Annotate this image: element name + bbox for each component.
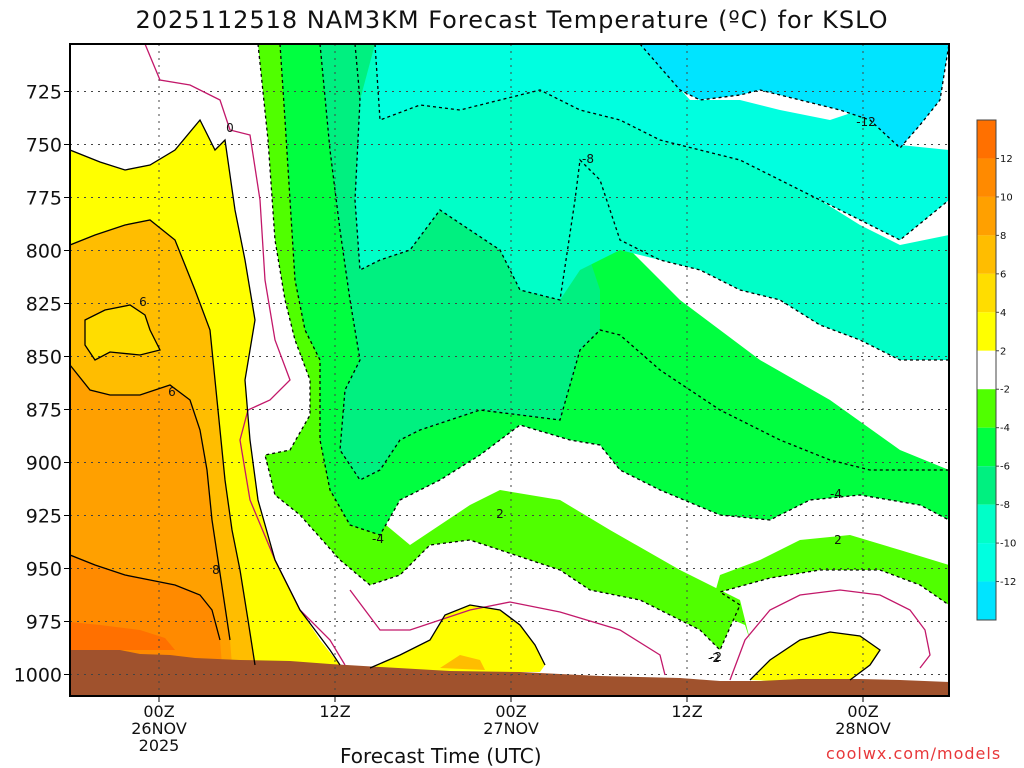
colorbar-label: 6 bbox=[1000, 269, 1006, 280]
colorbar-label: 4 bbox=[1000, 308, 1006, 319]
contour-label: 0 bbox=[226, 121, 234, 135]
contour-label: -4 bbox=[830, 487, 842, 501]
x-tick-label: 26NOV bbox=[131, 719, 187, 738]
y-tick-label: 850 bbox=[26, 347, 62, 369]
colorbar-swatch bbox=[977, 581, 996, 620]
colorbar-swatch bbox=[977, 427, 996, 467]
isotherm-neg8-dashed bbox=[354, 44, 949, 361]
y-tick-label: 975 bbox=[26, 612, 62, 634]
colorbar-swatch bbox=[977, 235, 996, 274]
isotherm-2-surface-b bbox=[749, 631, 881, 681]
x-tick-label: 27NOV bbox=[483, 719, 539, 738]
isotherm-neg2-dashed bbox=[257, 44, 949, 652]
isotherm-0-far bbox=[729, 589, 931, 681]
colorbar-label: -4 bbox=[1000, 423, 1010, 434]
colorbar-swatch bbox=[977, 312, 996, 351]
contour-label: 8 bbox=[212, 563, 220, 577]
y-tick-label: 925 bbox=[26, 506, 62, 528]
x-axis-title: Forecast Time (UTC) bbox=[340, 744, 542, 768]
y-tick-label: 825 bbox=[26, 294, 62, 316]
contour-label: -12 bbox=[856, 115, 876, 129]
near-surface-warm-b bbox=[750, 632, 880, 682]
isotherm-0-right bbox=[349, 589, 666, 676]
x-tick-label: 12Z bbox=[671, 702, 702, 721]
y-tick-label: 875 bbox=[26, 400, 62, 422]
contour-label: 6 bbox=[139, 295, 147, 309]
colorbar-swatch bbox=[977, 504, 996, 544]
colorbar: 12 10 8 6 4 2 -2 -4 -6 -8 -10 -12 bbox=[976, 119, 1016, 621]
colorbar-swatch bbox=[977, 350, 996, 390]
y-axis: 725 750 775 800 825 850 875 900 925 950 975 1000 bbox=[14, 82, 70, 687]
near-surface-warm-c bbox=[440, 655, 485, 670]
y-tick-label: 775 bbox=[26, 188, 62, 210]
isotherm-2-surface-a bbox=[369, 604, 546, 669]
colorbar-swatch bbox=[977, 196, 996, 236]
isotherm-neg4-dashed bbox=[279, 44, 949, 536]
isotherm-6-island bbox=[84, 304, 161, 361]
colorbar-swatch bbox=[977, 466, 996, 505]
surface-terrain bbox=[70, 650, 949, 696]
y-tick-label: 900 bbox=[26, 453, 62, 475]
colorbar-label: -6 bbox=[1000, 462, 1010, 473]
colorbar-swatch bbox=[977, 389, 996, 428]
y-tick-label: 750 bbox=[26, 135, 62, 157]
contour-label: 2 bbox=[834, 533, 842, 547]
cold-2-region bbox=[258, 44, 949, 650]
colorbar-label: -12 bbox=[1000, 577, 1016, 588]
isotherm-4-left bbox=[70, 219, 256, 666]
isotherm-neg6-dashed bbox=[319, 44, 949, 481]
x-tick-label: 12Z bbox=[319, 702, 350, 721]
isotherm-8-left bbox=[70, 554, 221, 641]
contour-label: -2 bbox=[710, 650, 722, 664]
contour-label: 2 bbox=[496, 507, 504, 521]
colorbar-label: -10 bbox=[1000, 539, 1016, 550]
temperature-fill bbox=[70, 44, 949, 696]
contour-label: -2 bbox=[708, 651, 720, 665]
y-tick-label: 950 bbox=[26, 559, 62, 581]
x-tick-label: 00Z bbox=[847, 702, 878, 721]
colorbar-swatch bbox=[977, 273, 996, 313]
colorbar-frame bbox=[976, 119, 997, 621]
plot-frame bbox=[69, 43, 950, 697]
y-tick-label: 1000 bbox=[14, 665, 62, 687]
colorbar-label: 10 bbox=[1000, 192, 1013, 203]
warm-12-region bbox=[70, 622, 175, 650]
colorbar-swatch bbox=[977, 158, 996, 197]
cold-12-region bbox=[640, 44, 949, 148]
x-tick-label: 28NOV bbox=[835, 719, 891, 738]
x-tick-label: 00Z bbox=[143, 702, 174, 721]
y-tick-label: 800 bbox=[26, 241, 62, 263]
colorbar-label: 8 bbox=[1000, 231, 1006, 242]
colorbar-swatch bbox=[977, 120, 996, 159]
near-surface-warm-a bbox=[370, 605, 545, 672]
x-tick-label: 2025 bbox=[139, 736, 180, 755]
contour-label: 6 bbox=[168, 385, 176, 399]
colorbar-label: 2 bbox=[1000, 346, 1006, 357]
isotherm-neg12-dashed bbox=[639, 44, 949, 149]
x-tick-label: 00Z bbox=[495, 702, 526, 721]
chart-title: 2025112518 NAM3KM Forecast Temperature (… bbox=[135, 6, 889, 34]
credit-link[interactable]: coolwx.com/models bbox=[826, 744, 1002, 763]
colorbar-label: -2 bbox=[1000, 385, 1010, 396]
cold-10-region bbox=[375, 44, 949, 240]
isotherm-2-left bbox=[70, 118, 341, 666]
cold-8-region bbox=[355, 44, 949, 360]
contour-lines bbox=[70, 44, 949, 681]
colorbar-label: 12 bbox=[1000, 154, 1013, 165]
warm-island-a bbox=[85, 305, 160, 360]
contour-label: -8 bbox=[582, 152, 594, 166]
colorbar-swatch bbox=[977, 543, 996, 582]
y-tick-label: 725 bbox=[26, 82, 62, 104]
isotherm-6-left bbox=[70, 364, 231, 641]
isotherm-neg10-dashed bbox=[374, 44, 949, 241]
colorbar-label: -8 bbox=[1000, 500, 1010, 511]
contour-label: -4 bbox=[372, 532, 384, 546]
